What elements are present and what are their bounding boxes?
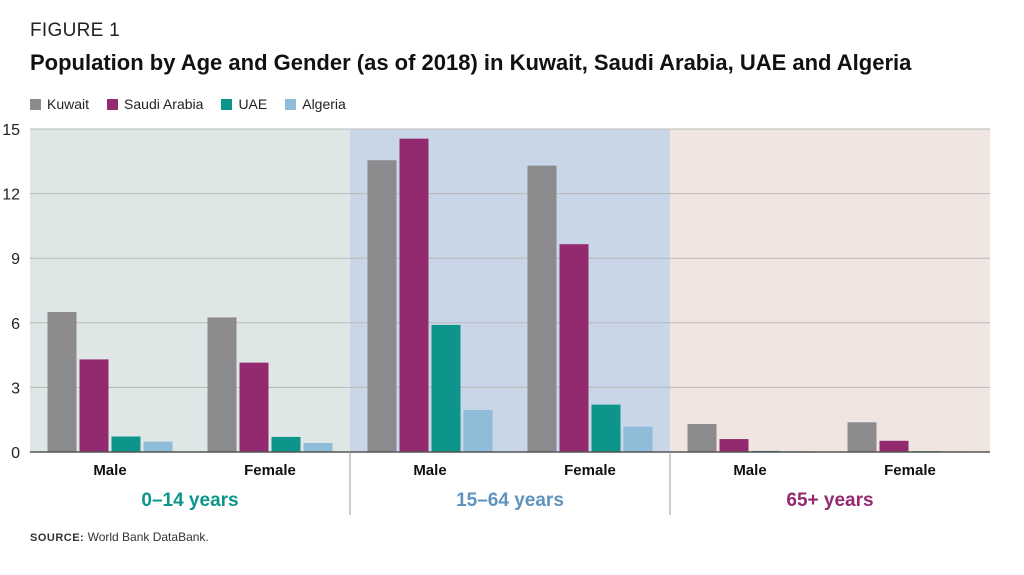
bar-algeria-2: [463, 410, 493, 452]
x-tick-label: Male: [733, 462, 766, 479]
group-label: 65+ years: [786, 490, 873, 511]
figure-label: FIGURE 1: [30, 20, 121, 41]
group-label: 15–64 years: [456, 490, 564, 511]
chart-legend: Kuwait Saudi Arabia UAE Algeria: [30, 96, 346, 112]
legend-label-kuwait: Kuwait: [47, 96, 90, 112]
bar-algeria-0: [143, 441, 173, 452]
bar-saudi-arabia-5: [879, 440, 909, 452]
bar-saudi-arabia-0: [79, 359, 109, 452]
source-note: SOURCE: World Bank DataBank.: [30, 530, 209, 544]
bar-algeria-1: [303, 442, 333, 452]
legend-label-uae: UAE: [238, 96, 268, 112]
group-background-0: [30, 129, 350, 452]
legend-swatch-algeria: [285, 98, 297, 110]
x-tick-label: Female: [564, 462, 616, 479]
legend-swatch-uae: [221, 98, 233, 110]
bar-kuwait-1: [207, 317, 237, 452]
bar-algeria-3: [623, 426, 653, 452]
legend-item-uae: UAE: [221, 96, 267, 112]
group-background-2: [670, 129, 990, 452]
bar-uae-2: [431, 324, 461, 452]
bar-kuwait-3: [527, 165, 557, 452]
legend-item-kuwait: Kuwait: [30, 96, 89, 112]
bar-uae-0: [111, 436, 141, 452]
bar-uae-3: [591, 404, 621, 452]
x-tick-label: Male: [93, 462, 126, 479]
bar-uae-1: [271, 436, 301, 452]
legend-label-saudi-arabia: Saudi Arabia: [124, 96, 204, 112]
bar-saudi-arabia-1: [239, 362, 269, 452]
y-tick-label: 0: [11, 445, 20, 462]
legend-item-saudi-arabia: Saudi Arabia: [107, 96, 203, 112]
x-tick-label: Female: [244, 462, 296, 479]
bar-kuwait-0: [47, 312, 77, 452]
bar-kuwait-5: [847, 422, 877, 452]
y-tick-label: 9: [11, 251, 20, 268]
y-tick-label: 3: [11, 380, 20, 397]
y-tick-label: 6: [11, 316, 20, 333]
legend-label-algeria: Algeria: [302, 96, 346, 112]
bar-saudi-arabia-3: [559, 244, 589, 452]
group-label: 0–14 years: [141, 490, 238, 511]
x-tick-label: Male: [413, 462, 446, 479]
bar-saudi-arabia-4: [719, 439, 749, 452]
bar-kuwait-2: [367, 160, 397, 452]
legend-swatch-saudi-arabia: [107, 98, 119, 110]
bar-kuwait-4: [687, 424, 717, 452]
chart-title: Population by Age and Gender (as of 2018…: [30, 50, 912, 75]
bar-saudi-arabia-2: [399, 138, 429, 452]
source-label: SOURCE:: [30, 532, 85, 544]
legend-swatch-kuwait: [30, 98, 41, 110]
y-tick-label: 15: [2, 122, 20, 139]
source-text: World Bank DataBank.: [87, 530, 209, 544]
group-background-1: [350, 129, 670, 452]
x-tick-label: Female: [884, 462, 936, 479]
legend-item-algeria: Algeria: [285, 96, 346, 112]
y-tick-label: 12: [2, 187, 20, 204]
